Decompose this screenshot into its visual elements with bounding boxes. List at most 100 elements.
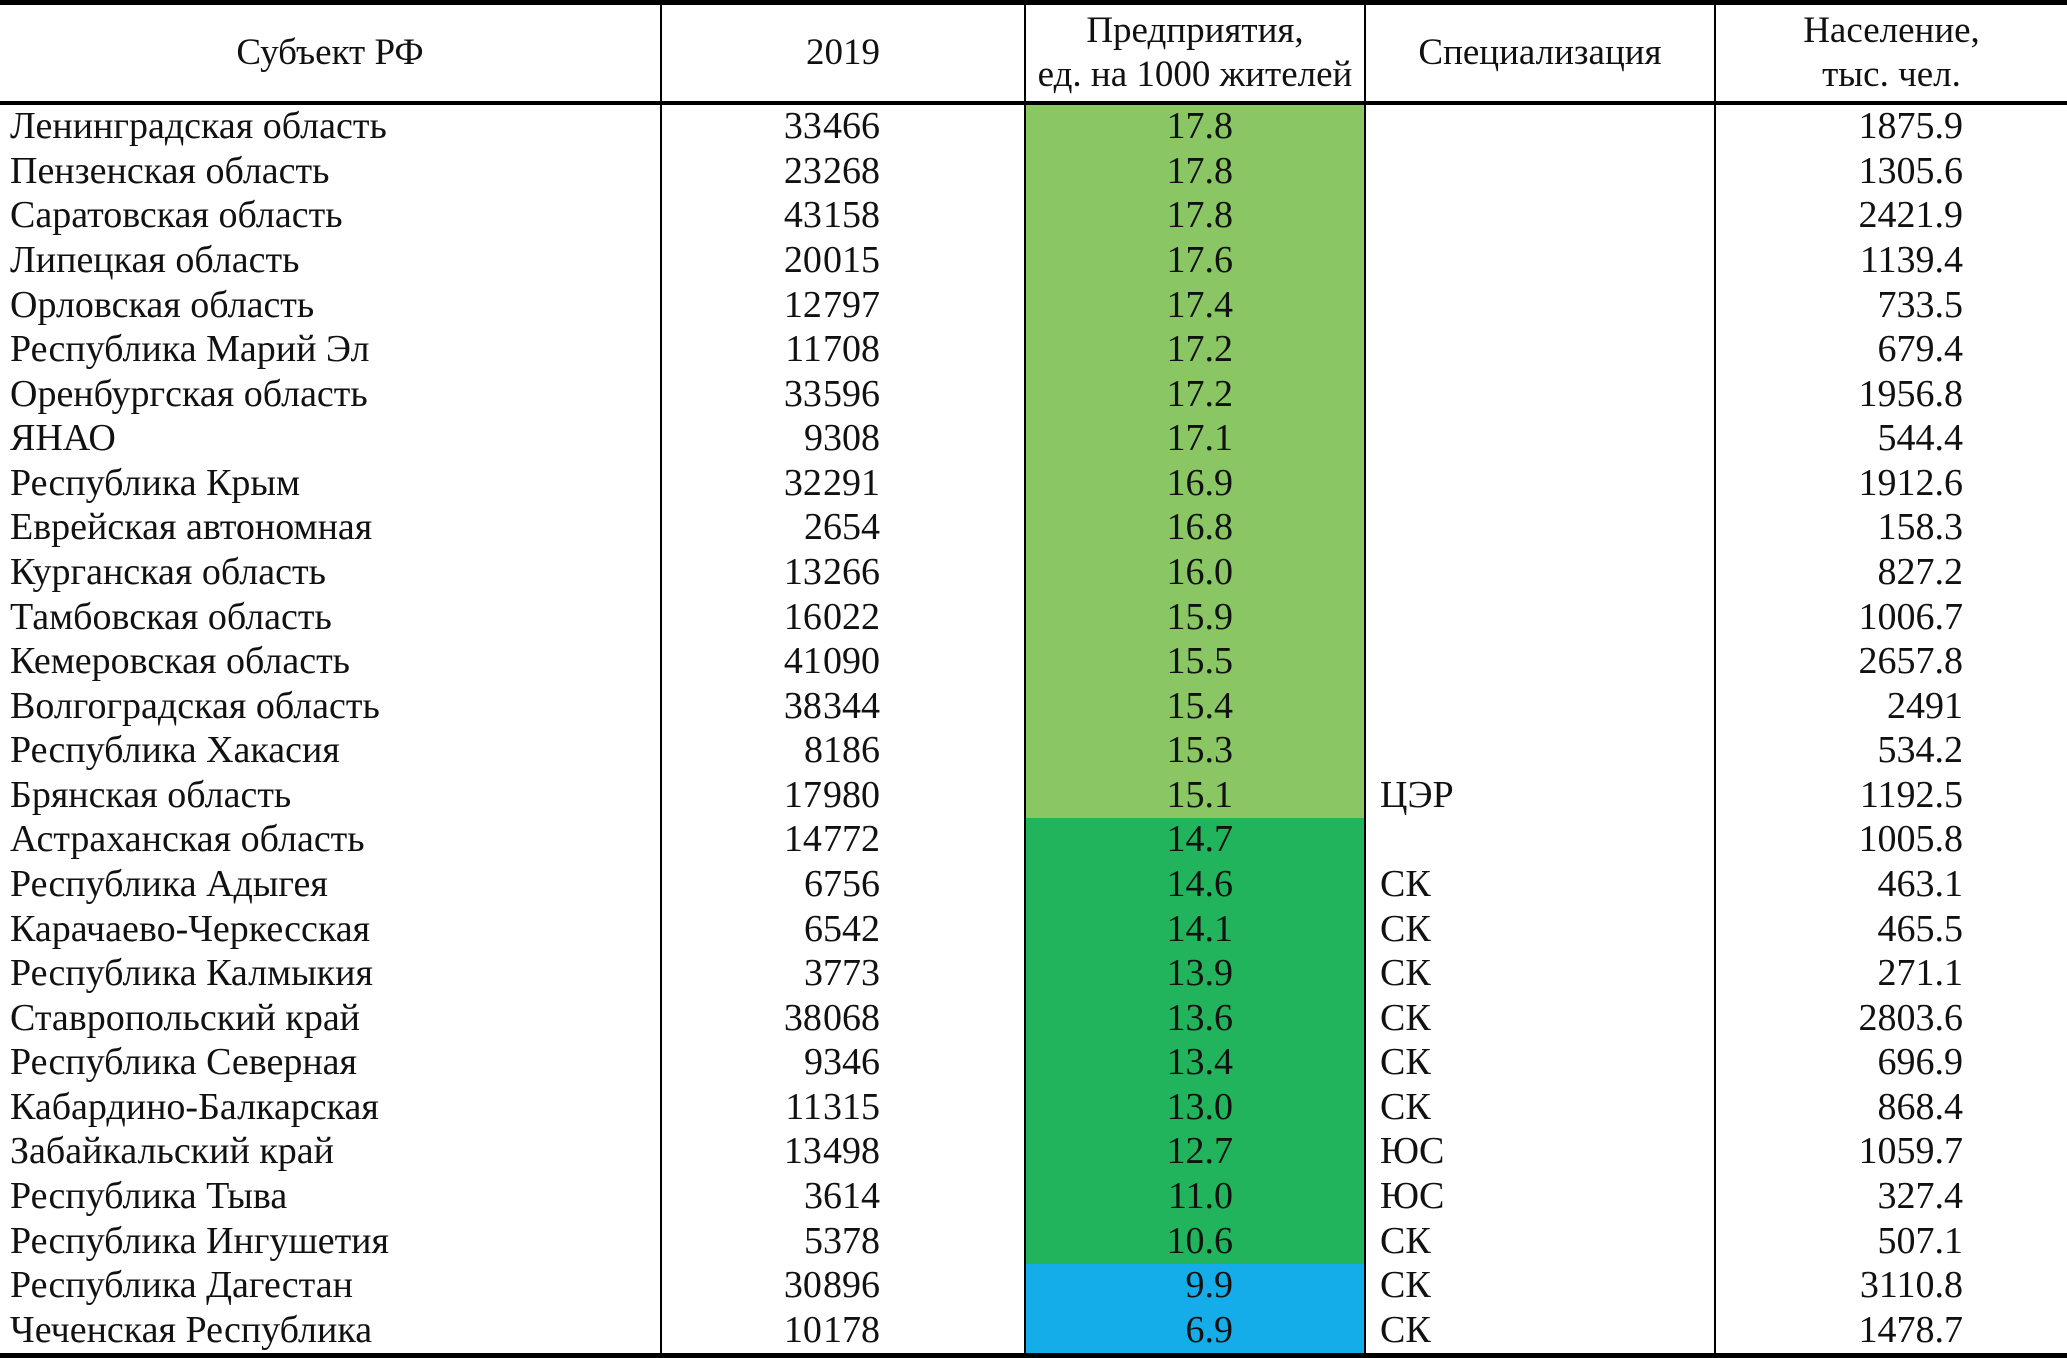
cell-specialization: СК [1364, 1219, 1714, 1264]
cell-2019: 8186 [660, 729, 1024, 774]
cell-enterprises: 17.2 [1024, 327, 1364, 373]
cell-2019: 43 158 [660, 194, 1024, 239]
cell-enterprises: 14.7 [1024, 818, 1364, 863]
cell-region: Волгоградская область [10, 684, 380, 727]
cell-specialization [1364, 327, 1714, 373]
cell-enterprises: 13.4 [1024, 1041, 1364, 1086]
cell-region: Пензенская область [10, 149, 330, 192]
header-specialization: Специализация [1364, 5, 1714, 101]
cell-population: 1192.5 [1714, 773, 2067, 819]
table-body: Ленинградская область 33 466 17.8 1875.9… [0, 105, 2067, 1353]
cell-region: Республика Адыгея [10, 863, 328, 906]
cell-population: 696.9 [1714, 1041, 2067, 1086]
cell-specialization: СК [1364, 1263, 1714, 1309]
table-row: Чеченская Республика 10 178 6.9 СК 1478.… [0, 1308, 2067, 1353]
cell-enterprises: 17.2 [1024, 372, 1364, 417]
cell-2019: 13 498 [660, 1130, 1024, 1175]
cell-region: Карачаево-Черкесская [10, 907, 371, 950]
cell-population: 1005.8 [1714, 818, 2067, 863]
cell-2019: 23 268 [660, 149, 1024, 195]
header-2019: 2019 [660, 5, 1024, 101]
table-row: Кемеровская область 41 090 15.5 2657.8 [0, 639, 2067, 685]
cell-enterprises: 9.9 [1024, 1263, 1364, 1309]
table-row: Курганская область 13 266 16.0 827.2 [0, 550, 2067, 596]
cell-2019: 3614 [660, 1174, 1024, 1220]
cell-enterprises: 15.5 [1024, 639, 1364, 685]
cell-specialization [1364, 105, 1714, 150]
cell-region: Кемеровская область [10, 640, 351, 683]
table-row: Пензенская область 23 268 17.8 1305.6 [0, 149, 2067, 195]
cell-population: 327.4 [1714, 1174, 2067, 1220]
cell-2019: 11 708 [660, 327, 1024, 373]
cell-2019: 10 178 [660, 1308, 1024, 1353]
cell-region: Чеченская Республика [10, 1308, 373, 1351]
cell-2019: 3773 [660, 951, 1024, 997]
cell-population: 2803.6 [1714, 996, 2067, 1041]
table-row: Тамбовская область 16 022 15.9 1006.7 [0, 595, 2067, 640]
cell-enterprises: 17.6 [1024, 238, 1364, 284]
cell-population: 463.1 [1714, 862, 2067, 908]
cell-enterprises: 17.8 [1024, 149, 1364, 195]
cell-region: Оренбургская область [10, 372, 368, 415]
cell-population: 1139.4 [1714, 238, 2067, 284]
cell-region: Республика Дагестан [10, 1264, 353, 1307]
cell-specialization: ЦЭР [1364, 773, 1714, 819]
cell-specialization [1364, 595, 1714, 640]
table-row: Ленинградская область 33 466 17.8 1875.9 [0, 105, 2067, 150]
table-row: Карачаево-Черкесская 6542 14.1 СК 465.5 [0, 907, 2067, 952]
table-row: Республика Крым 32 291 16.9 1912.6 [0, 461, 2067, 507]
cell-population: 544.4 [1714, 417, 2067, 462]
cell-2019: 2654 [660, 506, 1024, 551]
cell-enterprises: 17.4 [1024, 283, 1364, 328]
cell-enterprises: 16.9 [1024, 461, 1364, 507]
cell-2019: 33 466 [660, 105, 1024, 150]
cell-specialization: СК [1364, 1085, 1714, 1131]
cell-2019: 38 344 [660, 684, 1024, 729]
table-row: Республика Адыгея 6756 14.6 СК 463.1 [0, 862, 2067, 908]
cell-specialization [1364, 194, 1714, 239]
cell-region: Забайкальский край [10, 1130, 334, 1173]
cell-specialization [1364, 550, 1714, 596]
cell-population: 2491 [1714, 684, 2067, 729]
cell-specialization: СК [1364, 907, 1714, 952]
cell-population: 2421.9 [1714, 194, 2067, 239]
cell-enterprises: 17.1 [1024, 417, 1364, 462]
cell-2019: 6542 [660, 907, 1024, 952]
cell-2019: 12 797 [660, 283, 1024, 328]
cell-population: 534.2 [1714, 729, 2067, 774]
cell-region: Брянская область [10, 773, 292, 816]
cell-population: 465.5 [1714, 907, 2067, 952]
table-row: Ставропольский край 38 068 13.6 СК 2803.… [0, 996, 2067, 1041]
table-row: Республика Марий Эл 11 708 17.2 679.4 [0, 327, 2067, 373]
cell-population: 679.4 [1714, 327, 2067, 373]
table-row: ЯНАО 9308 17.1 544.4 [0, 417, 2067, 462]
cell-specialization: ЮС [1364, 1174, 1714, 1220]
cell-population: 1478.7 [1714, 1308, 2067, 1353]
cell-specialization [1364, 417, 1714, 462]
cell-specialization [1364, 149, 1714, 195]
cell-region: Кабардино-Балкарская [10, 1085, 379, 1128]
cell-specialization [1364, 506, 1714, 551]
cell-2019: 38 068 [660, 996, 1024, 1041]
cell-population: 3110.8 [1714, 1263, 2067, 1309]
table-header-row: Субъект РФ 2019 Предприятия, ед. на 1000… [0, 5, 2067, 105]
cell-region: Тамбовская область [10, 595, 332, 638]
cell-enterprises: 6.9 [1024, 1308, 1364, 1353]
cell-specialization [1364, 283, 1714, 328]
table-row: Республика Северная 9346 13.4 СК 696.9 [0, 1041, 2067, 1086]
cell-region: Республика Ингушетия [10, 1219, 389, 1262]
cell-region: Ставропольский край [10, 996, 361, 1039]
cell-population: 1875.9 [1714, 105, 2067, 150]
cell-population: 1305.6 [1714, 149, 2067, 195]
cell-enterprises: 15.9 [1024, 595, 1364, 640]
cell-2019: 9308 [660, 417, 1024, 462]
cell-region: Курганская область [10, 551, 326, 594]
cell-region: Еврейская автономная [10, 506, 373, 549]
header-enterprises-per-1000: Предприятия, ед. на 1000 жителей [1024, 5, 1364, 101]
cell-2019: 33 596 [660, 372, 1024, 417]
table-row: Липецкая область 20 015 17.6 1139.4 [0, 238, 2067, 284]
cell-enterprises: 13.0 [1024, 1085, 1364, 1131]
cell-enterprises: 10.6 [1024, 1219, 1364, 1264]
cell-2019: 5378 [660, 1219, 1024, 1264]
cell-enterprises: 14.6 [1024, 862, 1364, 908]
